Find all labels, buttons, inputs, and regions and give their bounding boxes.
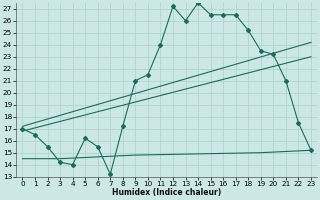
X-axis label: Humidex (Indice chaleur): Humidex (Indice chaleur) bbox=[112, 188, 221, 197]
